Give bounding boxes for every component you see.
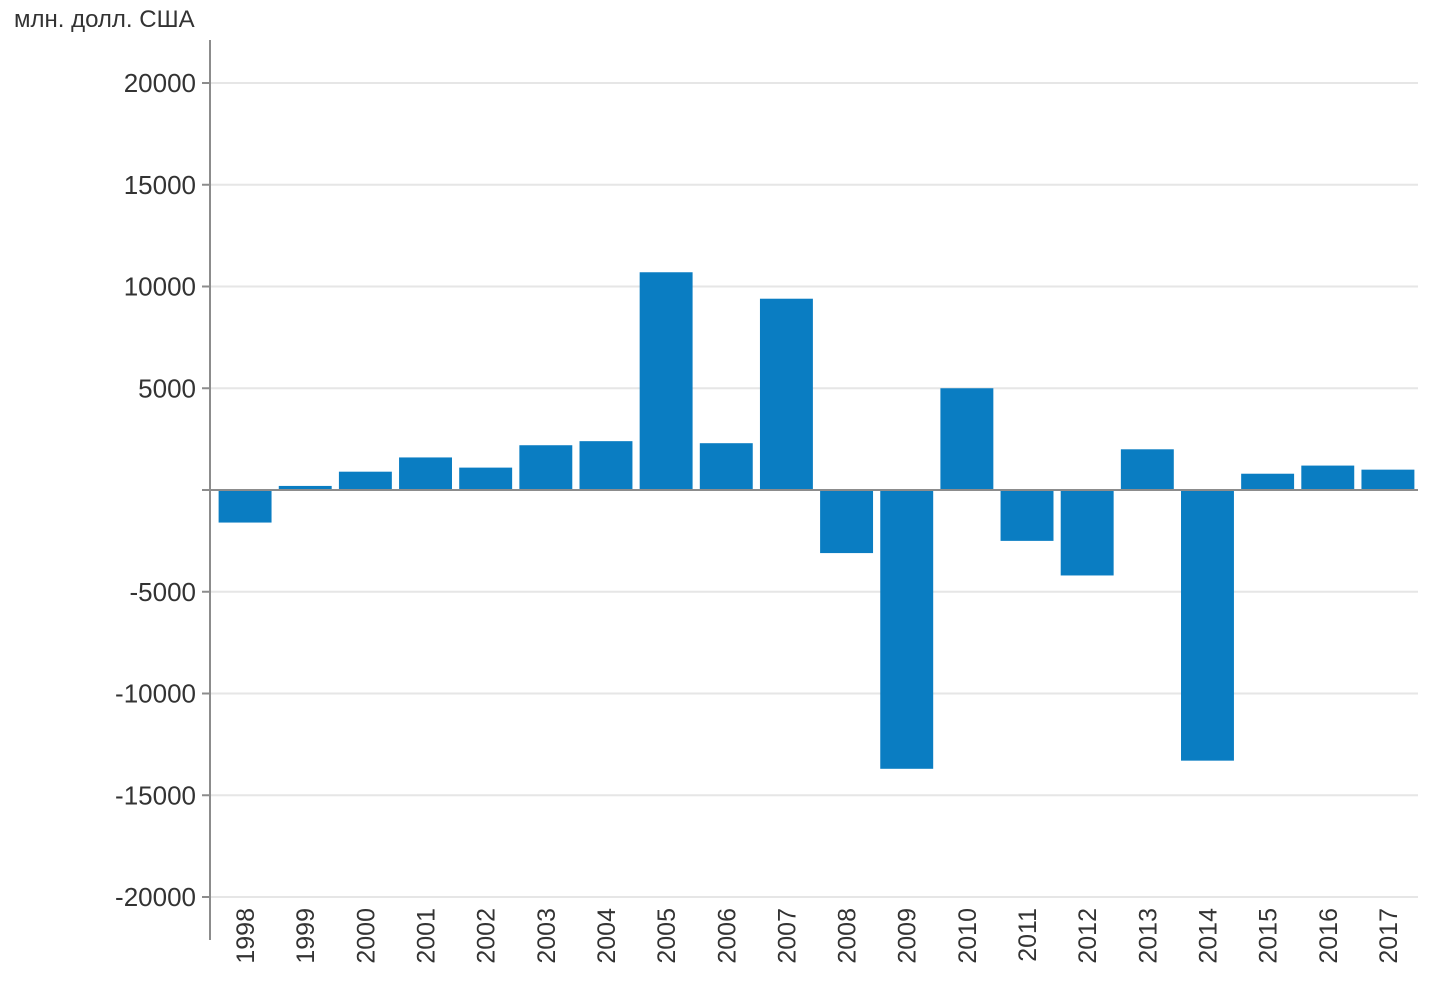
x-tick-label: 1998 (232, 908, 260, 964)
x-tick-label: 2001 (413, 908, 441, 964)
gridlines (210, 82, 1418, 898)
x-tick-label: 2000 (352, 908, 380, 964)
bar-2005 (639, 272, 693, 490)
x-tick-label: 1999 (292, 908, 320, 964)
x-tick-label: 2003 (533, 908, 561, 964)
bar-2010 (940, 388, 994, 490)
bar-2012 (1060, 490, 1114, 576)
bar-2011 (1000, 490, 1054, 541)
x-tick-label: 2006 (713, 908, 741, 964)
y-axis-unit-label: млн. долл. США (14, 6, 195, 33)
bar-2009 (880, 490, 934, 769)
bar-2016 (1301, 465, 1355, 490)
bar-2013 (1120, 449, 1174, 490)
y-tick-label: 20000 (124, 68, 196, 98)
y-tick-label: 5000 (138, 373, 196, 403)
x-tick-label: 2009 (894, 908, 922, 964)
y-tick-labels: 20000 15000 10000 5000 -5000 -10000 -15000 -200… (115, 68, 196, 912)
bar-2002 (459, 467, 513, 490)
bar-2001 (399, 457, 452, 490)
bar-1998 (218, 490, 272, 523)
x-tick-label: 2007 (773, 908, 801, 964)
x-tick-label: 2002 (473, 908, 501, 964)
bar-2014 (1181, 490, 1234, 761)
y-tick-label: 15000 (124, 170, 196, 200)
bar-2008 (820, 490, 874, 554)
x-tick-label: 2005 (653, 908, 681, 964)
y-tick-label: -5000 (130, 577, 197, 607)
x-tick-label: 2015 (1255, 908, 1283, 964)
bar-2017 (1361, 469, 1415, 490)
axes (202, 40, 1418, 940)
x-tick-label: 2010 (954, 908, 982, 964)
y-tick-label: 10000 (124, 272, 196, 302)
bar-2015 (1241, 473, 1295, 490)
bars (218, 272, 1415, 769)
y-tick-label: -10000 (115, 679, 196, 709)
x-tick-label: 2011 (1014, 908, 1042, 962)
x-tick-label: 2008 (834, 908, 862, 964)
x-tick-label: 2017 (1375, 908, 1403, 964)
bar-2003 (519, 445, 573, 490)
x-tick-labels: 1998 1999 2000 2001 2002 2003 2004 2005 2006 2007… (232, 908, 1403, 964)
y-tick-label: -20000 (115, 882, 196, 912)
x-tick-label: 2016 (1315, 908, 1343, 964)
bar-2000 (338, 471, 392, 490)
x-tick-label: 2013 (1134, 908, 1162, 964)
bar-1999 (278, 485, 332, 490)
x-tick-label: 2014 (1194, 908, 1222, 964)
bar-2004 (579, 441, 633, 490)
y-tick-label: -15000 (115, 780, 196, 810)
bar-2007 (759, 298, 813, 490)
x-tick-label: 2004 (593, 908, 621, 964)
bar-2006 (699, 443, 753, 490)
x-tick-label: 2012 (1074, 908, 1102, 964)
